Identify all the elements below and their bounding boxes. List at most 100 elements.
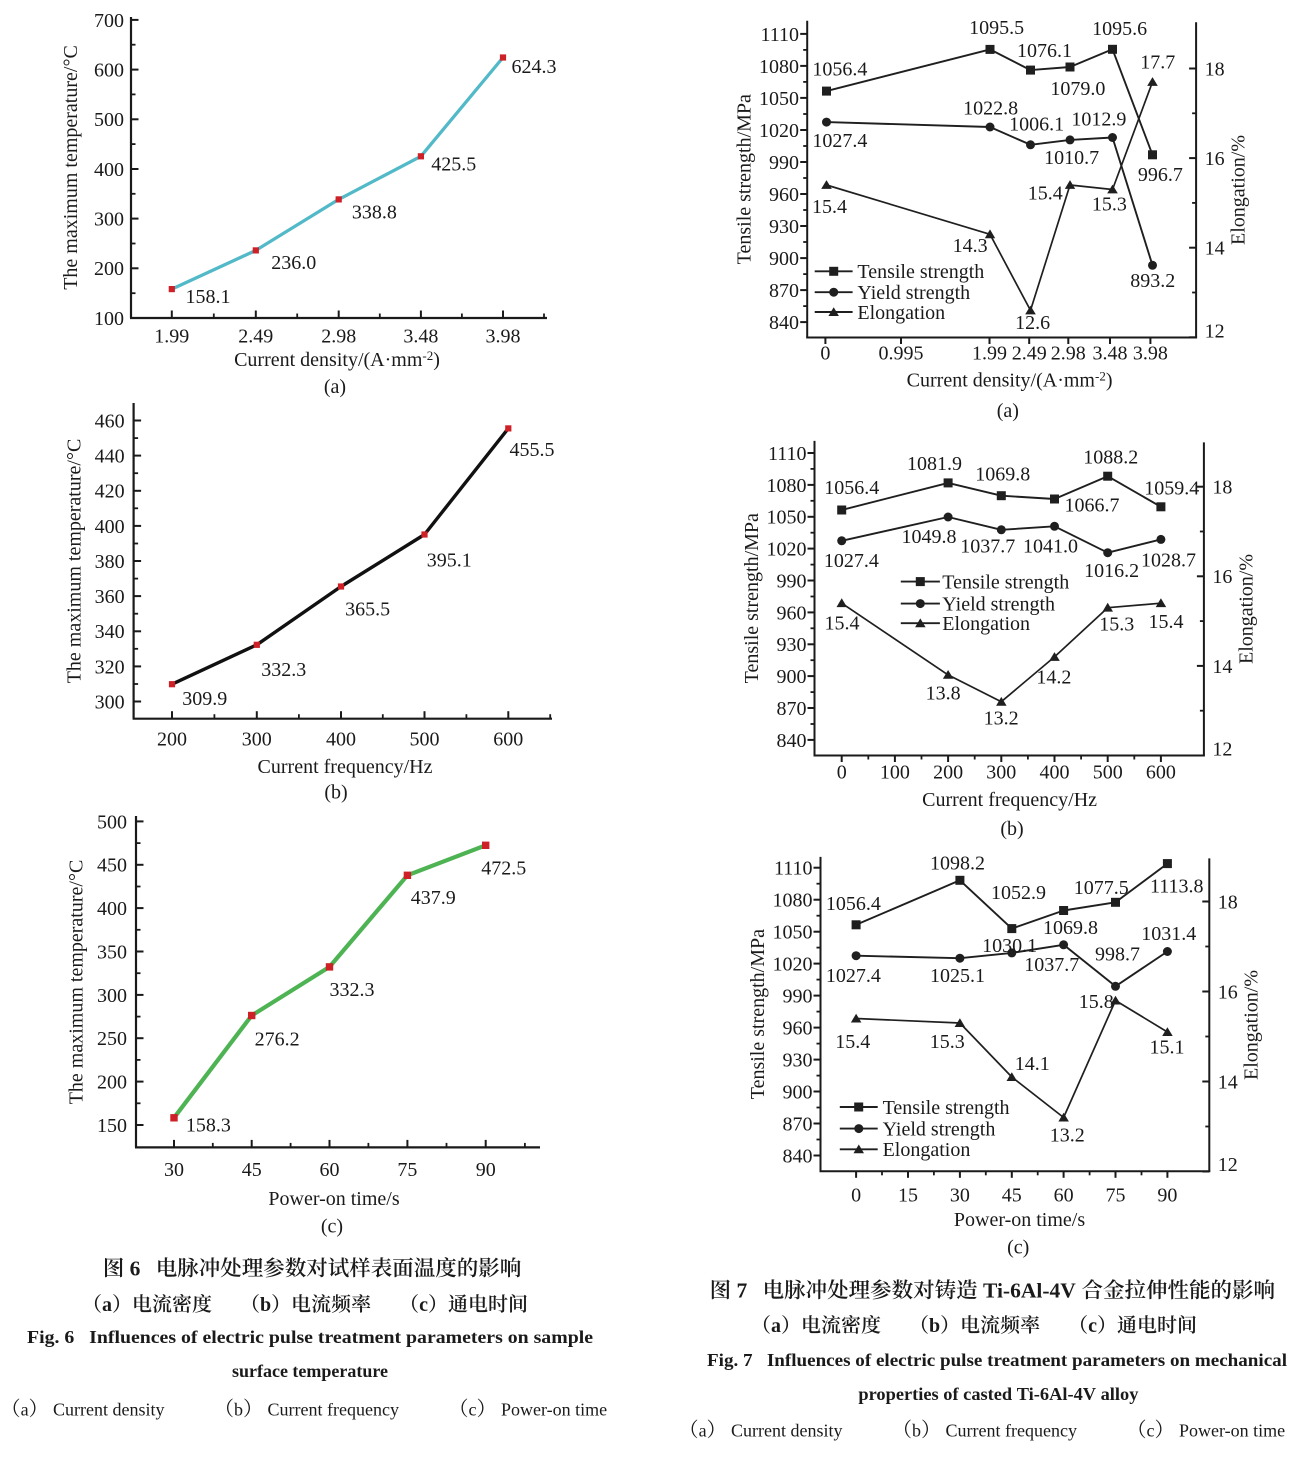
- svg-text:Fig. 7 Influences of electri: Fig. 7 Influences of electric pulse trea…: [707, 1350, 1287, 1370]
- svg-text:1095.6: 1095.6: [1092, 18, 1147, 40]
- svg-text:998.7: 998.7: [1095, 944, 1140, 966]
- svg-text:Elongation: Elongation: [857, 302, 945, 324]
- svg-text:1037.7: 1037.7: [960, 536, 1015, 558]
- svg-text:(b): (b): [324, 782, 347, 804]
- svg-text:1027.4: 1027.4: [812, 130, 867, 152]
- svg-text:332.3: 332.3: [261, 659, 306, 681]
- svg-text:395.1: 395.1: [427, 549, 472, 571]
- svg-text:500: 500: [94, 109, 124, 131]
- svg-text:75: 75: [397, 1159, 417, 1181]
- svg-text:15.4: 15.4: [825, 613, 860, 635]
- svg-text:30: 30: [164, 1159, 184, 1181]
- svg-text:320: 320: [95, 656, 125, 678]
- svg-text:500: 500: [1093, 762, 1123, 784]
- svg-text:1041.0: 1041.0: [1023, 536, 1078, 558]
- svg-text:400: 400: [95, 516, 125, 538]
- svg-text:Tensile strength: Tensile strength: [942, 572, 1069, 594]
- svg-text:1027.4: 1027.4: [826, 965, 881, 987]
- svg-text:900: 900: [777, 666, 807, 688]
- svg-text:600: 600: [493, 728, 523, 750]
- svg-text:440: 440: [95, 446, 125, 468]
- svg-text:18: 18: [1218, 891, 1238, 913]
- svg-text:840: 840: [769, 312, 799, 334]
- svg-text:Tensile strength: Tensile strength: [857, 261, 984, 283]
- svg-text:100: 100: [94, 308, 124, 330]
- svg-text:Tensile strength: Tensile strength: [883, 1097, 1010, 1119]
- svg-text:1069.8: 1069.8: [975, 463, 1030, 485]
- svg-text:Current density: Current density: [731, 1421, 842, 1441]
- svg-text:1020: 1020: [759, 120, 799, 142]
- svg-text:surface temperature: surface temperature: [232, 1361, 388, 1381]
- svg-text:1081.9: 1081.9: [907, 453, 962, 475]
- svg-text:930: 930: [769, 216, 799, 238]
- svg-text:990: 990: [769, 152, 799, 174]
- svg-text:300: 300: [95, 691, 125, 713]
- svg-text:1080: 1080: [773, 890, 813, 912]
- svg-text:14.1: 14.1: [1015, 1053, 1050, 1075]
- svg-text:Current density/(A·mm-2): Current density/(A·mm-2): [907, 369, 1113, 392]
- svg-text:Tensile strength/MPa: Tensile strength/MPa: [734, 94, 756, 264]
- svg-text:1077.5: 1077.5: [1074, 877, 1129, 899]
- svg-text:Tensile strength/MPa: Tensile strength/MPa: [747, 929, 769, 1099]
- svg-text:60: 60: [320, 1159, 340, 1181]
- svg-text:360: 360: [95, 586, 125, 608]
- svg-text:(b): (b): [1000, 818, 1023, 840]
- svg-text:2.98: 2.98: [321, 325, 356, 347]
- svg-text:90: 90: [476, 1159, 496, 1181]
- svg-text:500: 500: [410, 728, 440, 750]
- svg-text:7: 7: [737, 1279, 748, 1303]
- svg-text:1050: 1050: [759, 88, 799, 110]
- svg-text:Ti-6Al-4V: Ti-6Al-4V: [983, 1279, 1076, 1303]
- svg-text:c: c: [419, 1294, 428, 1316]
- svg-text:(c): (c): [1007, 1237, 1029, 1259]
- svg-text:1027.4: 1027.4: [824, 550, 879, 572]
- svg-text:75: 75: [1106, 1184, 1126, 1206]
- svg-text:1012.9: 1012.9: [1071, 109, 1126, 131]
- svg-text:990: 990: [777, 570, 807, 592]
- svg-text:960: 960: [769, 184, 799, 206]
- svg-text:45: 45: [1002, 1184, 1022, 1206]
- svg-text:1.99: 1.99: [154, 325, 189, 347]
- svg-text:b: b: [929, 1315, 940, 1337]
- svg-text:400: 400: [1040, 762, 1070, 784]
- svg-text:Tensile strength/MPa: Tensile strength/MPa: [741, 513, 763, 683]
- svg-text:3.98: 3.98: [486, 325, 521, 347]
- svg-text:12: 12: [1205, 320, 1225, 342]
- svg-text:1110: 1110: [760, 24, 799, 46]
- svg-text:(a): (a): [997, 400, 1019, 422]
- svg-text:a: a: [699, 1421, 707, 1441]
- svg-text:380: 380: [95, 551, 125, 573]
- svg-text:14: 14: [1218, 1071, 1238, 1093]
- svg-text:Elongation: Elongation: [942, 613, 1030, 635]
- svg-text:250: 250: [97, 1028, 127, 1050]
- svg-text:17.7: 17.7: [1140, 52, 1175, 74]
- svg-text:1010.7: 1010.7: [1044, 147, 1099, 169]
- svg-text:2.49: 2.49: [1012, 343, 1047, 365]
- svg-text:Current density: Current density: [53, 1400, 164, 1420]
- svg-text:Current density/(A·mm-2): Current density/(A·mm-2): [234, 348, 440, 371]
- svg-text:460: 460: [95, 410, 125, 432]
- svg-text:0: 0: [851, 1184, 861, 1206]
- svg-text:14: 14: [1212, 656, 1232, 678]
- svg-text:437.9: 437.9: [411, 887, 456, 909]
- svg-text:Power-on time: Power-on time: [1179, 1421, 1285, 1441]
- svg-text:1066.7: 1066.7: [1065, 495, 1120, 517]
- svg-text:1056.4: 1056.4: [824, 477, 879, 499]
- svg-text:300: 300: [986, 762, 1016, 784]
- svg-text:Power-on time/s: Power-on time/s: [954, 1209, 1085, 1231]
- svg-text:1049.8: 1049.8: [902, 526, 957, 548]
- svg-text:Yield strength: Yield strength: [857, 282, 970, 304]
- svg-text:158.1: 158.1: [186, 286, 231, 308]
- svg-text:14.2: 14.2: [1036, 667, 1071, 689]
- svg-text:1069.8: 1069.8: [1043, 917, 1098, 939]
- svg-text:3.98: 3.98: [1133, 343, 1168, 365]
- svg-text:15.4: 15.4: [835, 1031, 870, 1053]
- svg-text:158.3: 158.3: [186, 1114, 231, 1136]
- svg-text:The maximum temperature/°C: The maximum temperature/°C: [64, 439, 86, 684]
- svg-text:3.48: 3.48: [1093, 343, 1128, 365]
- svg-text:(a): (a): [324, 376, 346, 398]
- svg-text:930: 930: [777, 634, 807, 656]
- svg-text:200: 200: [97, 1072, 127, 1094]
- svg-text:90: 90: [1157, 1184, 1177, 1206]
- svg-text:Power-on time: Power-on time: [501, 1400, 607, 1420]
